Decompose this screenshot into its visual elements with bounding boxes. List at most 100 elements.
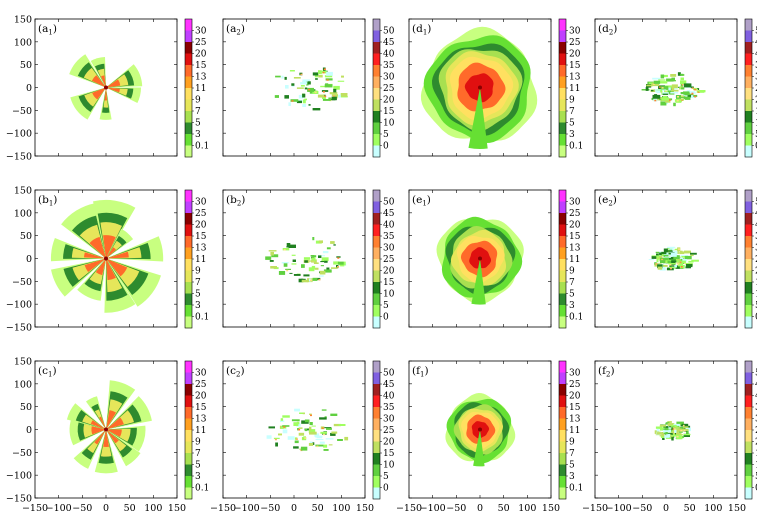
colorbar-label: 20	[383, 96, 395, 106]
echo-patch-core	[669, 264, 672, 266]
echo-patch-core	[308, 88, 311, 91]
echo-sector-core	[106, 251, 129, 259]
echo-patch	[270, 251, 274, 256]
echo-patch	[278, 433, 282, 436]
echo-patch	[337, 80, 345, 82]
echo-patch	[341, 75, 344, 78]
colorbar-label: 0.1	[195, 484, 209, 494]
colorbar-label: 5	[195, 461, 201, 471]
echo-patch	[298, 432, 305, 436]
echo-patch	[679, 251, 685, 255]
panel-label: (c2)	[226, 365, 245, 379]
colorbar-label: 50	[755, 369, 757, 379]
colorbar-label: 40	[383, 221, 395, 231]
echo-patch	[320, 85, 327, 88]
x-tick-label: −150	[582, 503, 608, 514]
echo-patch	[676, 262, 681, 264]
echo-patch	[679, 258, 685, 262]
panel-plot-a1	[69, 54, 143, 120]
echo-patch	[664, 256, 671, 258]
echo-patch	[296, 87, 304, 89]
colorbar-label: 15	[195, 61, 207, 71]
panel-plot-f2	[654, 421, 691, 441]
echo-patch	[300, 82, 308, 85]
colorbar-swatch	[559, 99, 566, 112]
colorbar-label: 7	[569, 278, 575, 288]
echo-patch	[275, 442, 278, 447]
echo-patch	[673, 102, 676, 107]
colorbar-label: 3	[195, 472, 201, 482]
echo-patch	[659, 260, 666, 264]
echo-patch	[660, 101, 667, 106]
colorbar-swatch	[373, 224, 380, 237]
colorbar-swatch	[745, 247, 752, 260]
echo-patch	[298, 427, 303, 429]
colorbar-swatch	[373, 407, 380, 419]
panel-label-letter: (d	[598, 23, 609, 35]
colorbar-swatch	[373, 213, 380, 225]
colorbar-label: 0	[383, 313, 389, 323]
echo-patch	[662, 92, 669, 95]
colorbar-swatch	[745, 270, 752, 283]
colorbar-label: 30	[569, 27, 581, 37]
echo-patch	[677, 263, 683, 267]
echo-patch	[318, 70, 322, 74]
colorbar-label: 35	[383, 403, 395, 413]
colorbar-swatch	[559, 201, 566, 214]
colorbar-label: 30	[755, 415, 757, 425]
echo-patch	[683, 91, 690, 95]
echo-sector-core	[103, 235, 116, 259]
colorbar-label: 5	[195, 290, 201, 300]
colorbar-swatch	[745, 213, 752, 225]
echo-patch	[320, 261, 325, 263]
panel-frame	[222, 189, 366, 328]
echo-patch	[650, 90, 654, 92]
colorbar-swatch	[373, 305, 380, 317]
x-tick-label: 100	[332, 503, 350, 514]
echo-sector-core	[94, 429, 106, 445]
x-tick-label: −50	[632, 503, 652, 514]
colorbar-label: 5	[383, 472, 389, 482]
echo-patch	[314, 267, 319, 270]
echo-patch	[283, 263, 288, 267]
x-tick-label: 50	[124, 503, 136, 514]
echo-patch-core	[680, 430, 683, 432]
colorbar-swatch	[185, 122, 192, 135]
colorbar-swatch	[185, 53, 192, 66]
echo-sector-core	[101, 75, 106, 88]
echo-patch	[658, 79, 666, 81]
colorbar-swatch	[745, 134, 752, 146]
x-tick-label: 150	[542, 503, 560, 514]
colorbar-swatch	[185, 19, 192, 31]
echo-patch	[270, 266, 277, 269]
echo-patch-core	[661, 258, 664, 261]
echo-patch	[308, 443, 314, 446]
colorbar-swatch	[559, 282, 566, 294]
colorbar-label: 11	[195, 255, 206, 265]
colorbar-label: 5	[755, 130, 757, 140]
echo-patch-core	[691, 87, 694, 89]
echo-patch	[299, 412, 305, 414]
echo-patch-core	[321, 427, 324, 429]
echo-patch	[656, 90, 661, 93]
echo-patch	[653, 80, 661, 84]
panel-label: (a2)	[226, 23, 245, 37]
colorbar-label: 45	[383, 380, 395, 390]
colorbar-label: 25	[195, 209, 207, 219]
colorbar-swatch	[185, 190, 192, 202]
colorbar-swatch	[745, 259, 752, 271]
colorbar-label: 25	[569, 38, 581, 48]
echo-patch	[330, 241, 335, 244]
echo-patch	[662, 93, 669, 95]
echo-patch	[671, 77, 675, 82]
colorbar-swatch	[559, 190, 566, 202]
echo-patch	[667, 246, 676, 249]
colorbar-swatch	[373, 259, 380, 271]
echo-patch-core	[655, 263, 658, 265]
panel-label-close: )	[53, 23, 57, 35]
colorbar-label: 50	[755, 198, 757, 208]
echo-patch	[311, 425, 316, 427]
echo-patch	[301, 264, 305, 268]
